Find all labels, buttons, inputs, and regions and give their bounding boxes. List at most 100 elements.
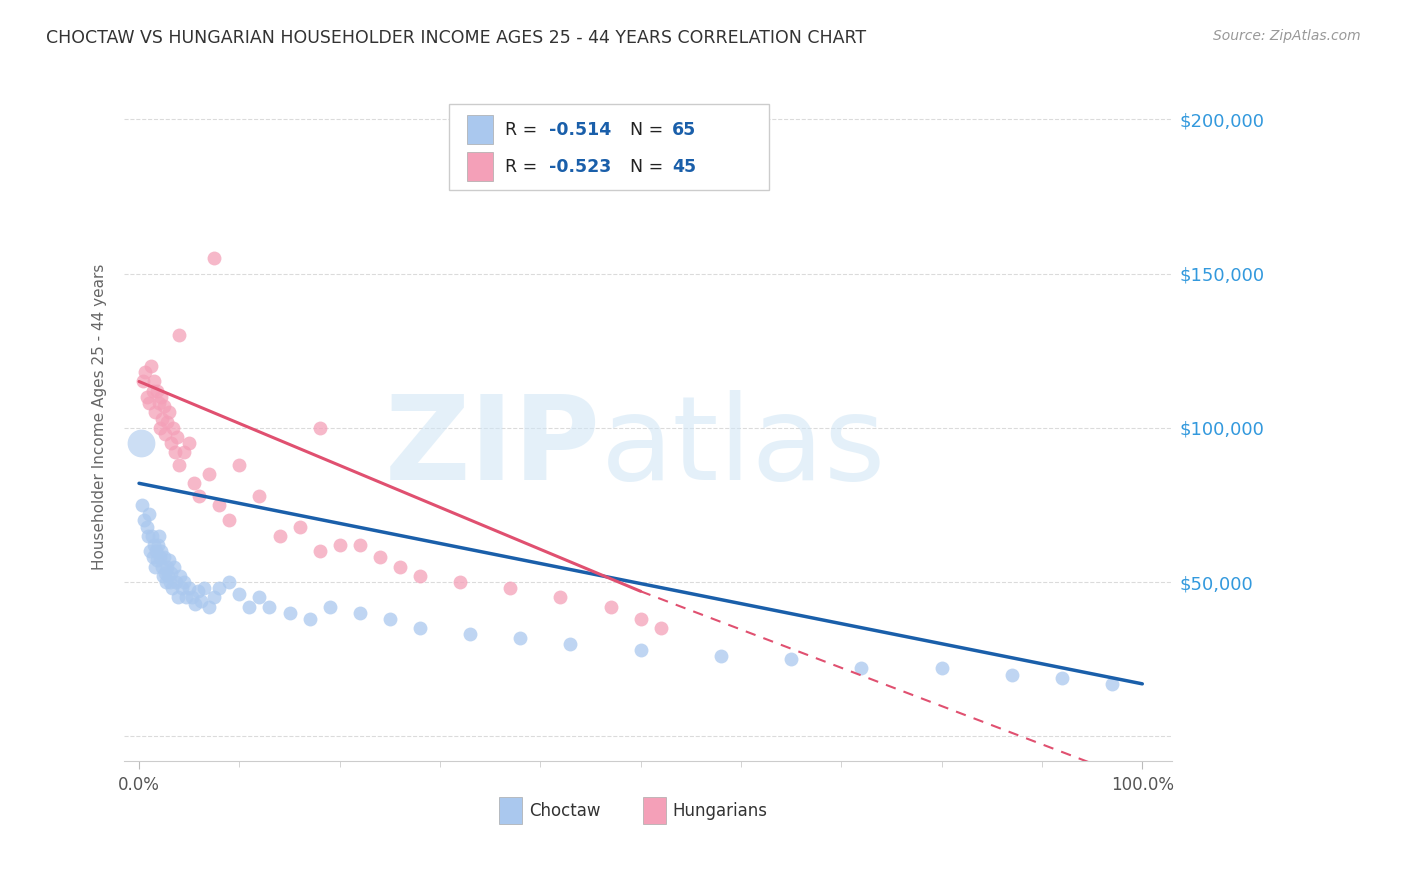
Point bbox=[166, 430, 188, 444]
Point bbox=[160, 566, 183, 580]
Point bbox=[599, 599, 621, 614]
Text: atlas: atlas bbox=[600, 391, 886, 506]
Point bbox=[931, 661, 953, 675]
Point bbox=[550, 591, 572, 605]
Point bbox=[138, 396, 160, 410]
Point bbox=[193, 581, 215, 595]
Point bbox=[710, 649, 733, 664]
Point bbox=[173, 445, 195, 459]
Point bbox=[630, 643, 652, 657]
Point bbox=[198, 467, 221, 481]
Point bbox=[167, 328, 190, 343]
Point bbox=[143, 559, 166, 574]
Point bbox=[143, 538, 166, 552]
Point bbox=[149, 550, 172, 565]
FancyBboxPatch shape bbox=[499, 797, 523, 823]
Point bbox=[179, 436, 201, 450]
Point bbox=[148, 529, 170, 543]
Point bbox=[150, 559, 173, 574]
Point bbox=[238, 599, 260, 614]
Text: N =: N = bbox=[630, 158, 669, 176]
Point bbox=[187, 584, 209, 599]
Point bbox=[458, 627, 481, 641]
Text: -0.523: -0.523 bbox=[548, 158, 610, 176]
Text: CHOCTAW VS HUNGARIAN HOUSEHOLDER INCOME AGES 25 - 44 YEARS CORRELATION CHART: CHOCTAW VS HUNGARIAN HOUSEHOLDER INCOME … bbox=[46, 29, 866, 47]
Point bbox=[184, 597, 207, 611]
Point bbox=[1050, 671, 1073, 685]
Point bbox=[780, 652, 803, 666]
Text: ZIP: ZIP bbox=[385, 391, 600, 506]
Point bbox=[138, 507, 160, 521]
Point bbox=[148, 396, 170, 410]
Point bbox=[298, 612, 321, 626]
FancyBboxPatch shape bbox=[643, 797, 666, 823]
Point bbox=[146, 553, 169, 567]
Point bbox=[153, 566, 176, 580]
Point bbox=[409, 621, 432, 635]
Text: N =: N = bbox=[630, 120, 669, 138]
Text: R =: R = bbox=[505, 120, 543, 138]
Point bbox=[145, 544, 167, 558]
Point bbox=[165, 575, 187, 590]
Point bbox=[136, 529, 159, 543]
Point bbox=[218, 513, 240, 527]
Text: R =: R = bbox=[505, 158, 543, 176]
Point bbox=[165, 445, 187, 459]
Point bbox=[174, 591, 197, 605]
Point bbox=[630, 612, 652, 626]
Point bbox=[141, 529, 163, 543]
Point bbox=[167, 458, 190, 472]
Point bbox=[208, 498, 231, 512]
Point bbox=[179, 581, 201, 595]
Point bbox=[509, 631, 531, 645]
Point bbox=[143, 375, 166, 389]
Point bbox=[349, 538, 371, 552]
Point bbox=[198, 599, 221, 614]
Point bbox=[146, 384, 169, 398]
Point bbox=[183, 476, 205, 491]
Point bbox=[136, 519, 159, 533]
Point bbox=[278, 606, 301, 620]
Point bbox=[156, 559, 179, 574]
Point bbox=[163, 559, 186, 574]
Point bbox=[269, 529, 291, 543]
Point bbox=[139, 359, 162, 373]
Point bbox=[560, 637, 582, 651]
Point bbox=[329, 538, 352, 552]
Point bbox=[190, 593, 212, 607]
Point bbox=[851, 661, 873, 675]
Point bbox=[134, 365, 156, 379]
Point bbox=[388, 559, 411, 574]
Point bbox=[169, 569, 191, 583]
Point bbox=[160, 436, 183, 450]
Point bbox=[409, 569, 432, 583]
Point bbox=[650, 621, 672, 635]
Point bbox=[150, 544, 173, 558]
FancyBboxPatch shape bbox=[467, 153, 494, 181]
Point bbox=[159, 575, 181, 590]
Y-axis label: Householder Income Ages 25 - 44 years: Householder Income Ages 25 - 44 years bbox=[93, 264, 107, 570]
Text: 65: 65 bbox=[672, 120, 696, 138]
Point bbox=[132, 513, 155, 527]
Point bbox=[152, 569, 174, 583]
Point bbox=[150, 390, 173, 404]
Point bbox=[259, 599, 281, 614]
Point bbox=[308, 544, 330, 558]
Point bbox=[202, 591, 225, 605]
Point bbox=[150, 411, 173, 425]
Point bbox=[156, 415, 179, 429]
Text: Hungarians: Hungarians bbox=[672, 802, 768, 820]
Text: -0.514: -0.514 bbox=[548, 120, 610, 138]
Point bbox=[249, 489, 271, 503]
Text: Source: ZipAtlas.com: Source: ZipAtlas.com bbox=[1213, 29, 1361, 44]
Point bbox=[153, 550, 176, 565]
Point bbox=[139, 544, 162, 558]
Point bbox=[318, 599, 340, 614]
Point bbox=[136, 390, 159, 404]
Point bbox=[173, 575, 195, 590]
Point bbox=[149, 421, 172, 435]
Point bbox=[155, 575, 177, 590]
Point bbox=[249, 591, 271, 605]
Point bbox=[368, 550, 391, 565]
Point bbox=[1001, 667, 1024, 681]
